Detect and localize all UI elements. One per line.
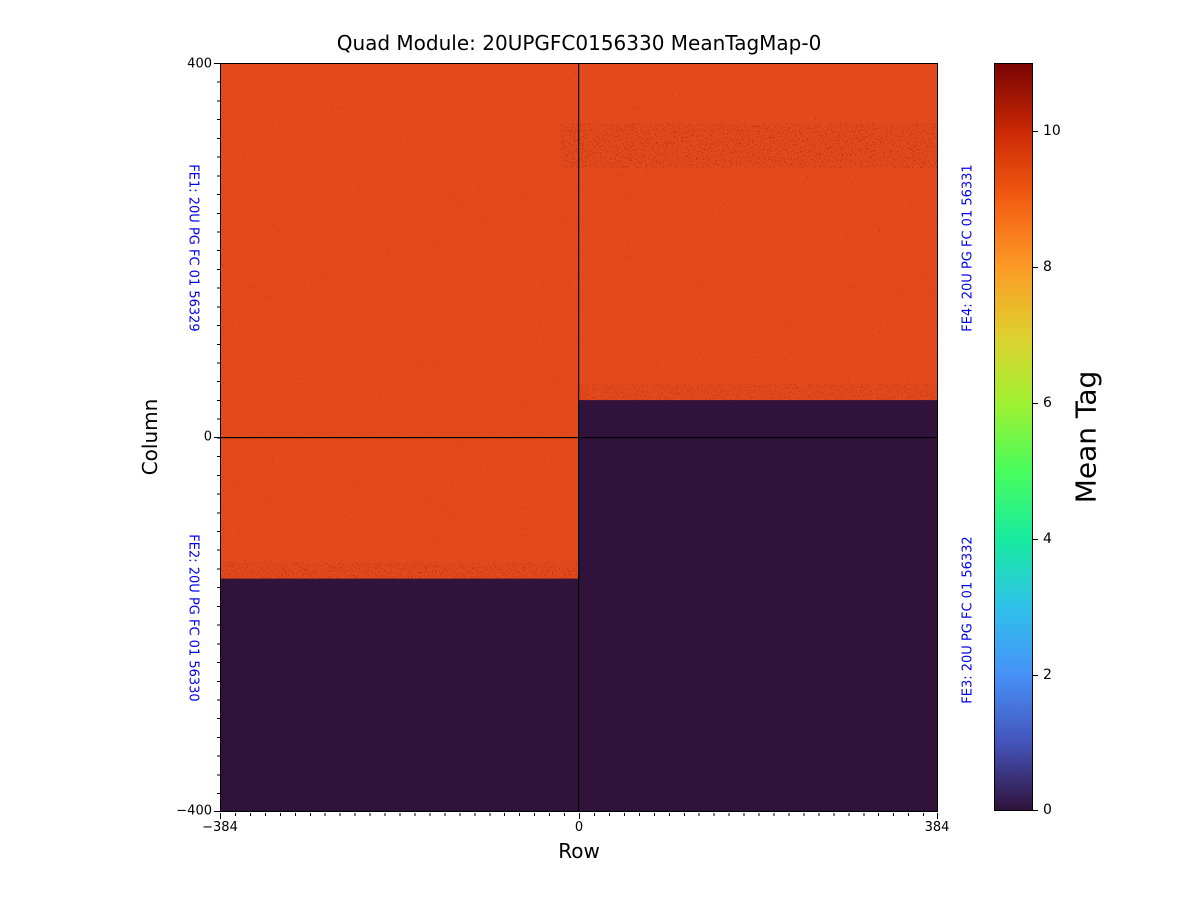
colorbar-tick-label: 4 xyxy=(1043,531,1052,547)
fe3-label: FE3: 20U PG FC 01 56332 xyxy=(960,536,976,704)
colorbar-tick-label: 10 xyxy=(1043,123,1061,139)
noise-edge-right xyxy=(579,384,937,401)
y-axis-major-tick xyxy=(214,437,220,438)
fe2-label: FE2: 20U PG FC 01 56330 xyxy=(185,534,201,702)
colorbar-tick xyxy=(1033,403,1038,404)
noise-top-right xyxy=(579,64,937,401)
y-tick-label: −400 xyxy=(176,803,212,819)
y-axis-major-tick xyxy=(214,811,220,812)
colorbar-tick xyxy=(1033,267,1038,268)
colorbar-tick-label: 6 xyxy=(1043,395,1052,411)
colorbar-tick xyxy=(1033,810,1038,811)
colorbar-tick xyxy=(1033,131,1038,132)
y-axis-major-tick xyxy=(214,63,220,64)
colorbar-label: Mean Tag xyxy=(1069,370,1103,504)
x-tick-label: 384 xyxy=(924,820,950,835)
y-axis-label: Column xyxy=(138,398,162,476)
fe4-label: FE4: 20U PG FC 01 56331 xyxy=(960,164,976,332)
x-axis-label: Row xyxy=(558,839,600,863)
colorbar xyxy=(994,63,1033,811)
colorbar-tick-label: 2 xyxy=(1043,667,1052,683)
x-tick-label: −384 xyxy=(202,820,238,835)
x-axis-major-tick xyxy=(937,813,938,819)
colorbar-tick xyxy=(1033,675,1038,676)
y-tick-label: 400 xyxy=(187,56,212,72)
colorbar-tick-label: 8 xyxy=(1043,259,1052,275)
fe1-label: FE1: 20U PG FC 01 56329 xyxy=(185,164,201,332)
colorbar-gradient xyxy=(995,64,1032,810)
noise-band-top-right xyxy=(560,123,937,168)
x-axis-major-tick xyxy=(579,813,580,819)
noise-edge-bottom-left xyxy=(221,562,579,579)
colorbar-tick-label: 0 xyxy=(1043,802,1052,818)
x-axis-major-tick xyxy=(220,813,221,819)
x-tick-label: 0 xyxy=(574,820,584,835)
masked-region-right xyxy=(579,400,937,811)
heatmap-plot xyxy=(220,63,938,812)
y-tick-label: 0 xyxy=(203,429,212,445)
heatmap-image xyxy=(221,64,937,811)
masked-region-bottom-left xyxy=(221,578,579,811)
column-zero-divider xyxy=(221,437,937,439)
noise-top-left xyxy=(221,64,579,579)
colorbar-tick xyxy=(1033,539,1038,540)
chart-title: Quad Module: 20UPGFC0156330 MeanTagMap-0 xyxy=(336,31,822,55)
